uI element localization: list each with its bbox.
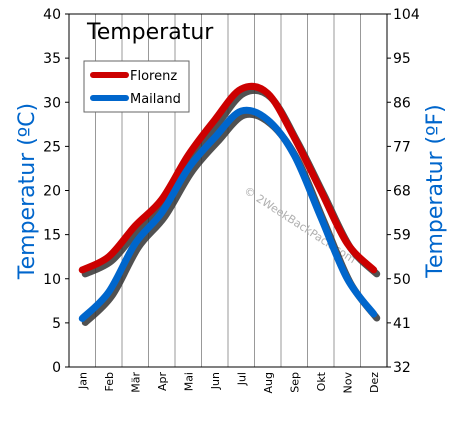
- y-tick-label-right: 68: [393, 184, 411, 200]
- data-point-florenz: [346, 242, 348, 244]
- x-tick-label: Okt: [315, 371, 328, 391]
- data-point-mailand: [240, 110, 242, 112]
- x-tick-label: Mai: [182, 372, 195, 391]
- data-point-mailand: [108, 291, 110, 293]
- data-point-florenz: [320, 190, 322, 191]
- y-tick-label-left: 15: [43, 228, 61, 244]
- data-point-florenz: [214, 119, 216, 121]
- legend-box: [83, 60, 190, 113]
- series-layer: [78, 82, 381, 326]
- axis-layer: 0 5 10 15 20 25 30 35 40 32 41 50 59 68 77 86 95 104 Jan Fe…: [43, 7, 420, 393]
- x-tick-label: Sep: [288, 372, 301, 393]
- y-tick-label-right: 41: [393, 316, 411, 332]
- data-point-florenz: [373, 269, 375, 271]
- series-line-florenz: [78, 82, 378, 274]
- legend-label-mailand: Mailand: [130, 92, 181, 107]
- data-point-mailand: [81, 317, 83, 319]
- data-point-florenz: [134, 225, 136, 227]
- y-tick-label-left: 40: [43, 7, 61, 23]
- y-tick-label-left: 5: [52, 316, 61, 332]
- legend: Florenz Mailand: [83, 60, 190, 113]
- data-point-florenz: [293, 137, 295, 139]
- data-point-mailand: [161, 212, 163, 214]
- data-point-florenz: [267, 92, 269, 94]
- y-tick-label-left: 20: [43, 184, 61, 200]
- x-tick-label: Dez: [368, 372, 381, 393]
- data-point-florenz: [81, 269, 83, 271]
- y-tick-label-left: 10: [43, 272, 61, 288]
- data-point-mailand: [267, 119, 269, 121]
- x-tick-label: Jul: [235, 372, 248, 386]
- x-tick-label: Apr: [156, 372, 169, 392]
- data-point-florenz: [108, 256, 110, 258]
- x-tick-label: Jun: [209, 372, 222, 390]
- data-point-mailand: [214, 137, 216, 139]
- y-tick-label-right: 32: [393, 360, 411, 376]
- data-point-florenz: [187, 154, 189, 156]
- data-point-mailand: [293, 154, 295, 156]
- y-tick-label-right: 104: [393, 7, 420, 23]
- y-tick-label-right: 50: [393, 272, 411, 288]
- y-tick-label-left: 30: [43, 95, 61, 111]
- y-axis-title-left: Temperatur (ºC): [15, 103, 40, 280]
- data-point-mailand: [320, 216, 322, 218]
- data-point-mailand: [187, 167, 189, 169]
- y-tick-label-left: 0: [52, 360, 61, 376]
- y-tick-label-right: 86: [393, 95, 411, 111]
- y-axis-title-right: Temperatur (ºF): [423, 104, 448, 279]
- data-point-mailand: [373, 313, 375, 315]
- y-tick-label-right: 59: [393, 228, 411, 244]
- data-point-mailand: [134, 242, 136, 244]
- y-tick-label-right: 95: [393, 51, 411, 67]
- x-tick-label: Feb: [103, 372, 116, 391]
- y-tick-label-right: 77: [393, 139, 411, 155]
- series-line-mailand: [78, 106, 378, 322]
- data-point-mailand: [346, 278, 348, 280]
- data-point-florenz: [161, 198, 163, 200]
- x-tick-label: Aug: [262, 372, 275, 393]
- y-tick-label-left: 25: [43, 139, 61, 155]
- chart-title: Temperatur: [86, 20, 214, 45]
- x-tick-label: Mär: [129, 372, 142, 393]
- legend-label-florenz: Florenz: [130, 69, 177, 84]
- y-tick-label-left: 35: [43, 51, 61, 67]
- x-tick-label: Nov: [341, 372, 354, 394]
- x-tick-label: Jan: [76, 372, 89, 390]
- data-point-florenz: [240, 88, 242, 90]
